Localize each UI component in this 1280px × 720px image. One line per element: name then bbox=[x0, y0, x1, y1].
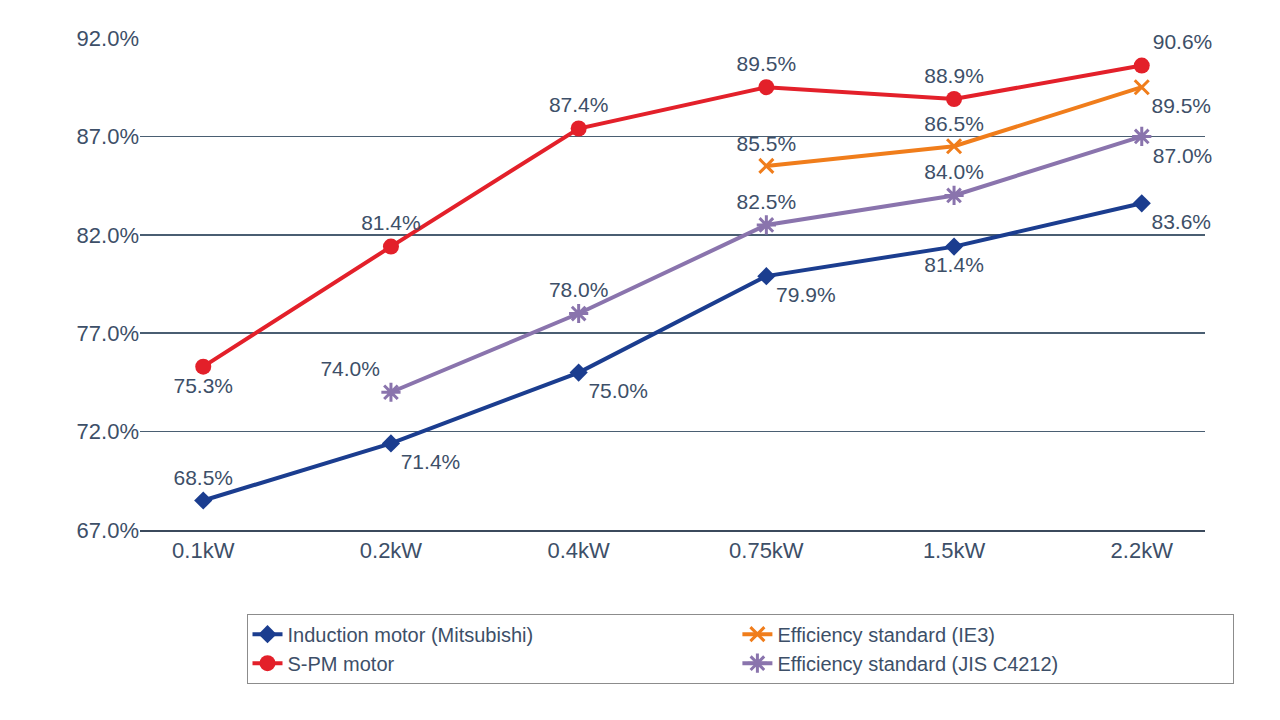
svg-text:87.0%: 87.0% bbox=[77, 124, 139, 149]
svg-text:79.9%: 79.9% bbox=[776, 283, 836, 306]
svg-text:84.0%: 84.0% bbox=[924, 160, 984, 183]
svg-text:89.5%: 89.5% bbox=[1152, 94, 1212, 117]
svg-text:0.75kW: 0.75kW bbox=[729, 538, 804, 563]
svg-text:87.0%: 87.0% bbox=[1153, 144, 1213, 167]
svg-text:Induction motor (Mitsubishi): Induction motor (Mitsubishi) bbox=[288, 624, 534, 646]
svg-text:90.6%: 90.6% bbox=[1153, 30, 1213, 53]
svg-text:74.0%: 74.0% bbox=[320, 357, 380, 380]
svg-text:1.5kW: 1.5kW bbox=[923, 538, 986, 563]
svg-text:85.5%: 85.5% bbox=[737, 132, 797, 155]
svg-text:82.0%: 82.0% bbox=[77, 223, 139, 248]
svg-text:Efficiency standard (IE3): Efficiency standard (IE3) bbox=[777, 624, 995, 646]
svg-text:77.0%: 77.0% bbox=[77, 321, 139, 346]
svg-text:89.5%: 89.5% bbox=[737, 52, 797, 75]
svg-text:0.2kW: 0.2kW bbox=[360, 538, 423, 563]
svg-text:88.9%: 88.9% bbox=[924, 64, 984, 87]
svg-text:82.5%: 82.5% bbox=[737, 190, 797, 213]
svg-text:68.5%: 68.5% bbox=[173, 466, 233, 489]
svg-text:92.0%: 92.0% bbox=[77, 26, 139, 51]
svg-text:71.4%: 71.4% bbox=[401, 450, 461, 473]
svg-text:75.0%: 75.0% bbox=[588, 379, 648, 402]
svg-text:0.1kW: 0.1kW bbox=[172, 538, 235, 563]
svg-text:Efficiency standard (JIS C4212: Efficiency standard (JIS C4212) bbox=[777, 653, 1058, 675]
svg-text:S-PM motor: S-PM motor bbox=[288, 653, 395, 675]
svg-text:83.6%: 83.6% bbox=[1152, 210, 1212, 233]
svg-text:2.2kW: 2.2kW bbox=[1111, 538, 1174, 563]
svg-text:72.0%: 72.0% bbox=[77, 419, 139, 444]
svg-text:67.0%: 67.0% bbox=[77, 518, 139, 543]
svg-text:86.5%: 86.5% bbox=[924, 112, 984, 135]
svg-text:81.4%: 81.4% bbox=[361, 211, 421, 234]
svg-text:78.0%: 78.0% bbox=[549, 278, 609, 301]
svg-text:81.4%: 81.4% bbox=[924, 253, 984, 276]
svg-text:87.4%: 87.4% bbox=[549, 93, 609, 116]
svg-text:75.3%: 75.3% bbox=[173, 374, 233, 397]
svg-text:0.4kW: 0.4kW bbox=[547, 538, 610, 563]
